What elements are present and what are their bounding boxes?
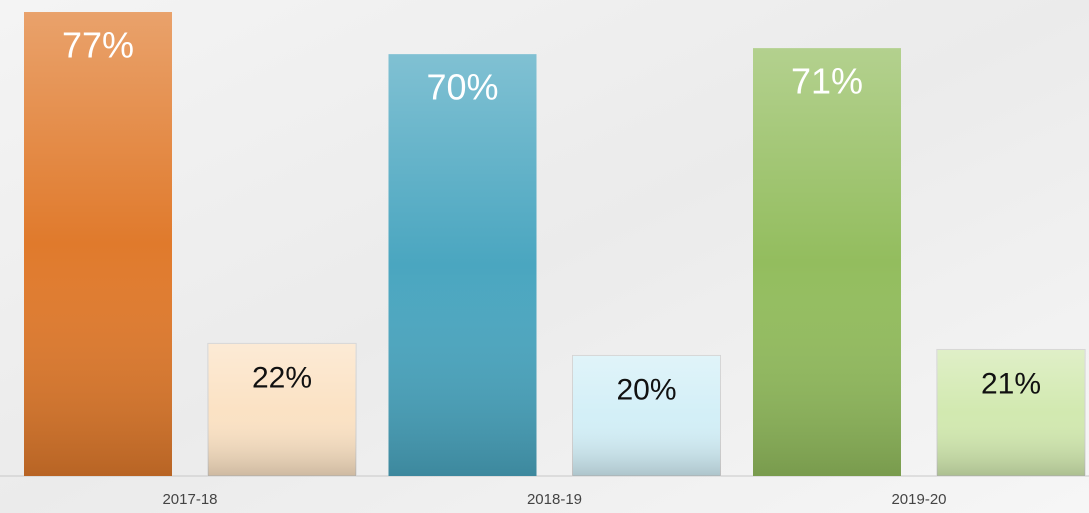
x-tick-label: 2018-19 (527, 491, 582, 508)
value-label: 71% (791, 61, 863, 102)
bar (24, 12, 172, 477)
value-label: 21% (981, 367, 1041, 400)
value-label: 70% (426, 67, 498, 108)
bar (753, 48, 901, 477)
x-tick-label: 2019-20 (891, 491, 946, 508)
value-label: 77% (62, 25, 134, 66)
bar (388, 54, 537, 476)
value-label: 20% (616, 373, 676, 406)
x-tick-label: 2017-18 (162, 491, 217, 508)
value-label: 22% (252, 361, 312, 394)
